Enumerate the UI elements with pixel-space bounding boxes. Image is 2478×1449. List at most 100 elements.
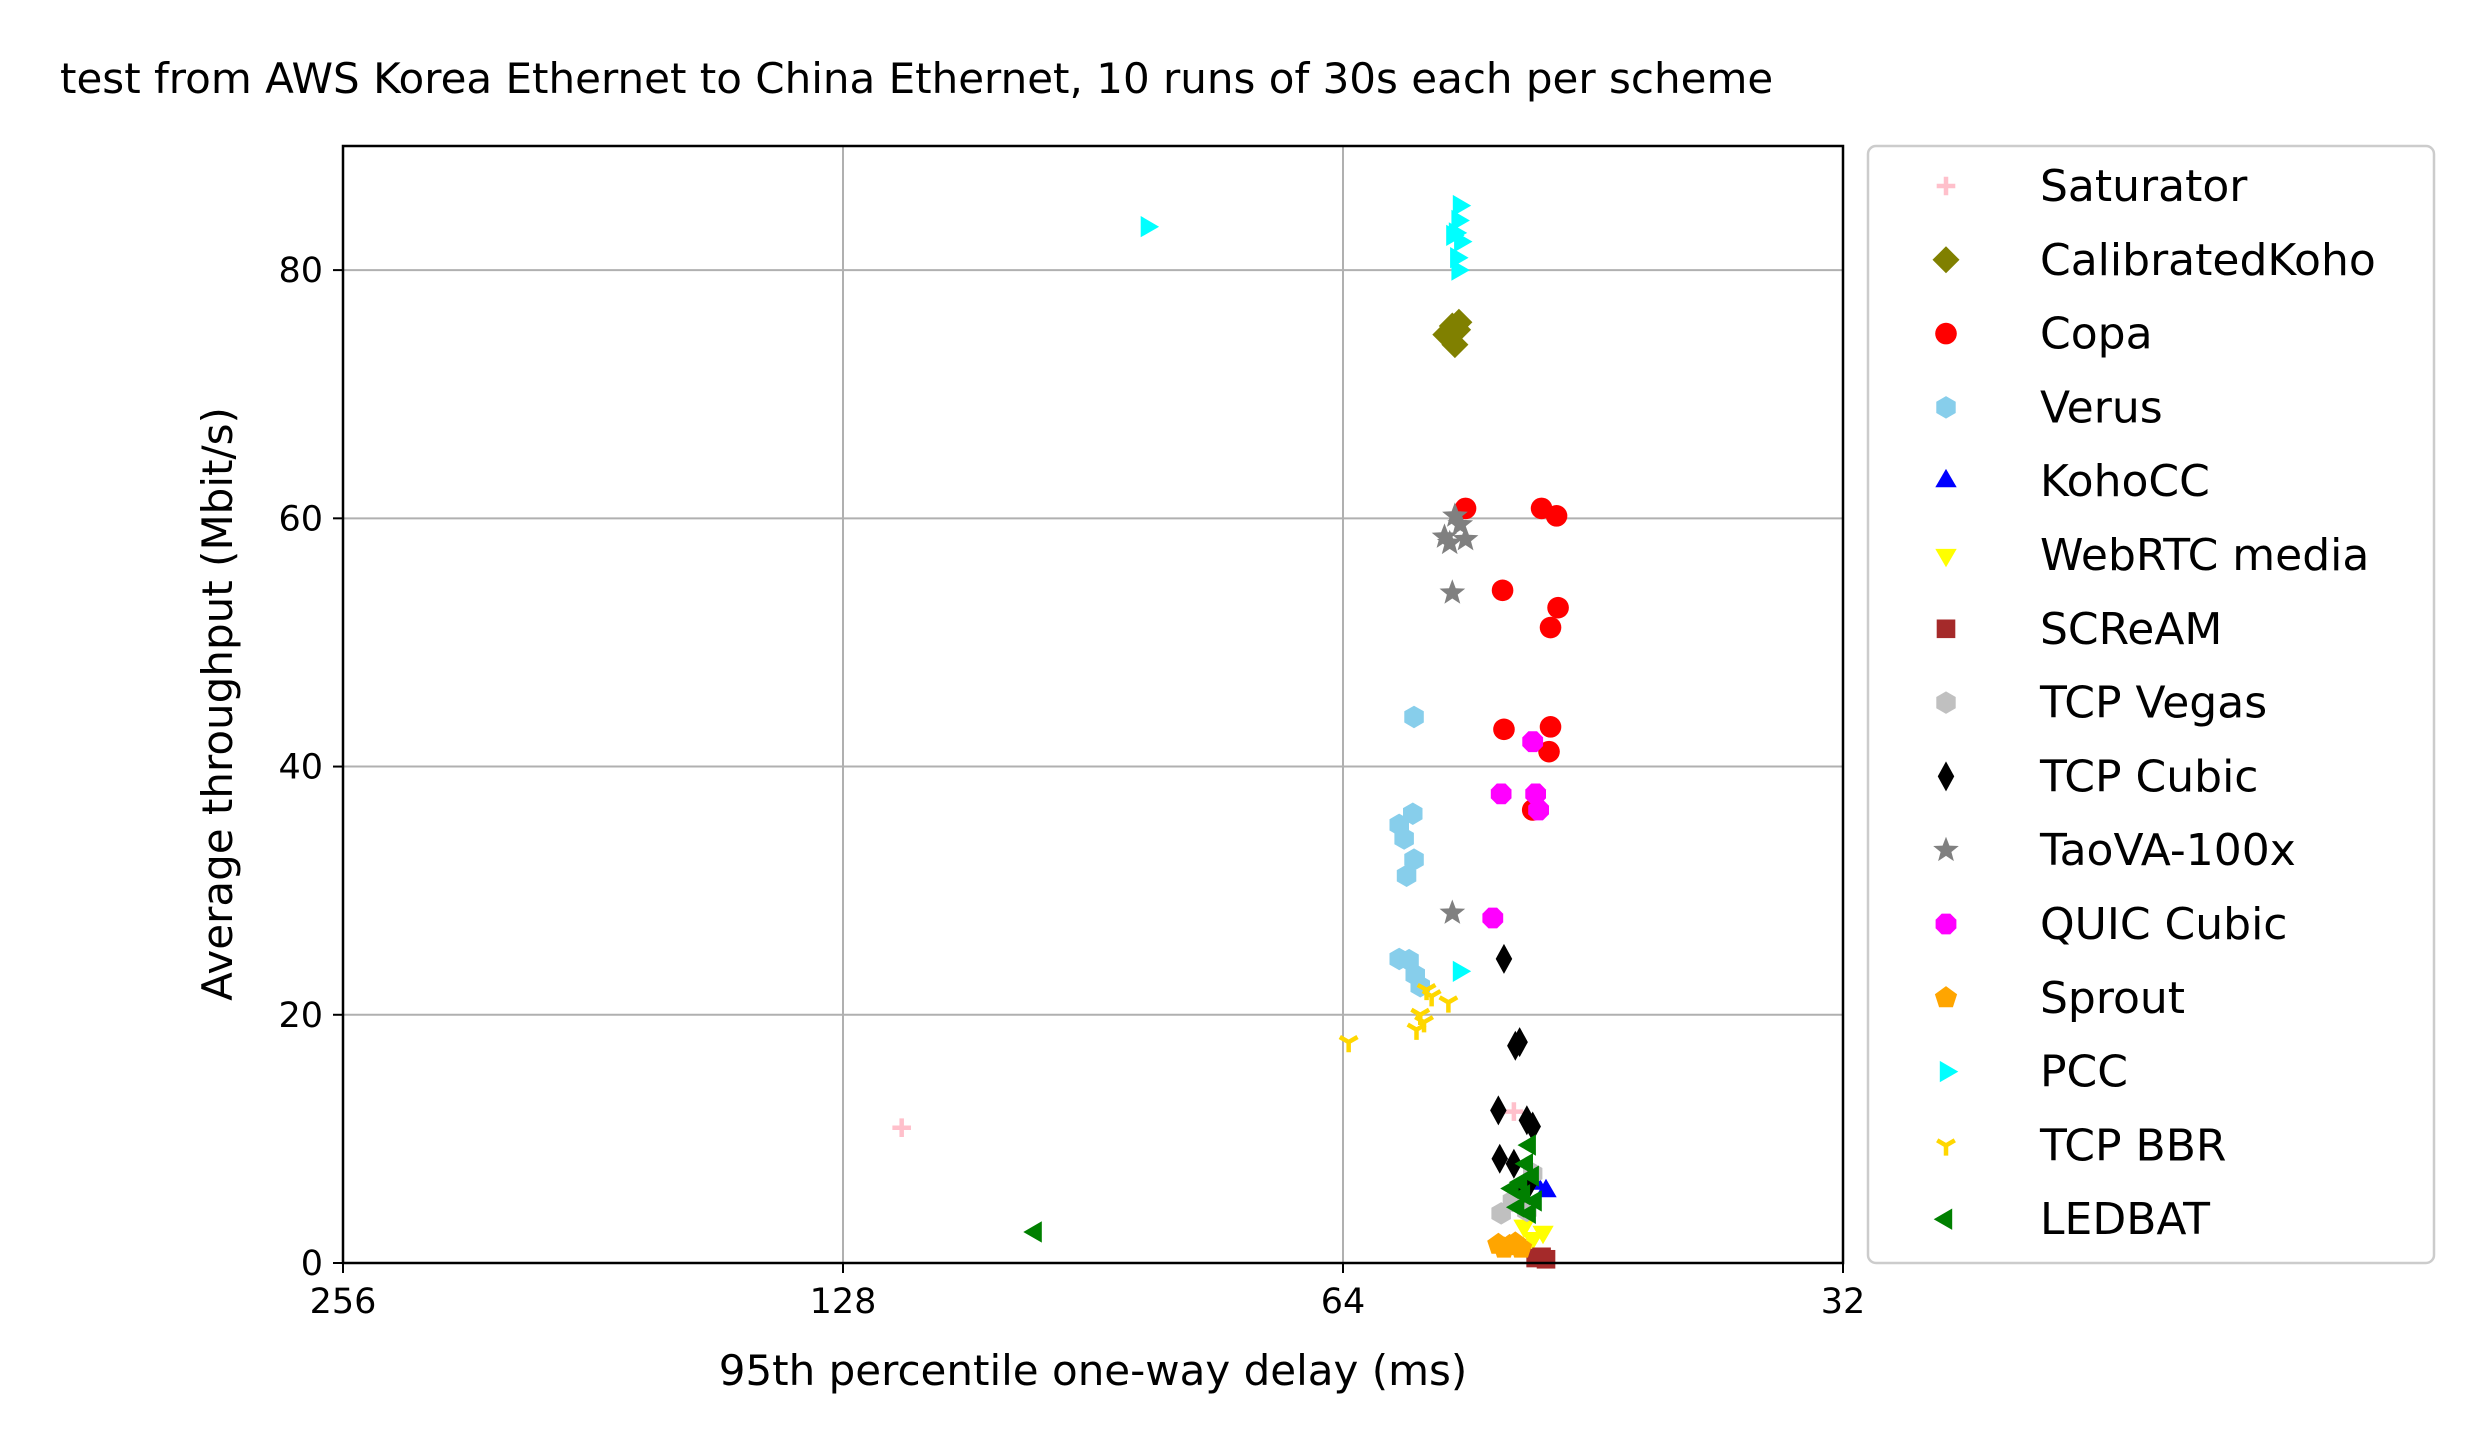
legend-marker-ledbat (1933, 1208, 1953, 1230)
point-tcp-bbr (1438, 995, 1459, 1013)
legend-marker-copa (1935, 322, 1957, 345)
point-tcp-cubic (1491, 1143, 1508, 1174)
point-pcc (1452, 960, 1472, 982)
legend-label-tcp-vegas: TCP Vegas (2039, 678, 2267, 729)
legend-label-taova-100x: TaoVA-100x (2039, 825, 2296, 876)
point-taova-100x (1431, 523, 1458, 548)
point-ledbat (1517, 1134, 1536, 1156)
legend-marker-verus (1936, 396, 1956, 419)
x-axis-label: 95th percentile one-way delay (ms) (719, 1346, 1468, 1395)
legend-label-quic-cubic: QUIC Cubic (2040, 899, 2287, 950)
legend-label-calibratedkoho: CalibratedKoho (2040, 235, 2376, 286)
point-ledbat (1520, 1165, 1539, 1187)
point-tcp-cubic (1524, 1111, 1541, 1142)
point-ledbat (1500, 1177, 1519, 1200)
x-tick-label: 32 (1821, 1282, 1866, 1322)
point-tcp-cubic (1511, 1027, 1528, 1058)
point-pcc (1451, 259, 1470, 281)
legend-label-saturator: Saturator (2040, 161, 2248, 212)
point-scream (1532, 1247, 1551, 1267)
legend-label-webrtc-media: WebRTC media (2040, 530, 2369, 581)
point-pcc (1451, 209, 1470, 232)
point-verus (1394, 827, 1414, 850)
point-tcp-bbr (1338, 1035, 1359, 1053)
point-copa (1539, 616, 1562, 639)
point-taova-100x (1452, 525, 1479, 551)
y-tick-label: 20 (278, 996, 323, 1036)
point-pcc (1452, 194, 1472, 217)
point-ledbat (1023, 1221, 1042, 1243)
data-points (892, 194, 1569, 1269)
point-taova-100x (1442, 502, 1468, 527)
point-copa (1538, 740, 1560, 763)
point-webrtc-media (1532, 1225, 1554, 1245)
legend-label-kohocc: KohoCC (2040, 456, 2210, 507)
point-verus (1403, 802, 1423, 825)
point-quic-cubic (1522, 731, 1544, 753)
legend-marker-tcp-bbr (1936, 1138, 1956, 1156)
point-verus (1396, 864, 1417, 887)
legend-label-verus: Verus (2040, 382, 2163, 433)
legend-marker-webrtc-media (1935, 548, 1957, 568)
point-copa (1539, 716, 1562, 738)
legend-marker-kohocc (1935, 468, 1957, 488)
point-quic-cubic (1528, 799, 1549, 821)
point-copa (1491, 579, 1514, 602)
y-tick-label: 60 (278, 499, 323, 539)
point-ledbat (1523, 1190, 1542, 1212)
point-ledbat (1517, 1202, 1536, 1224)
point-tcp-bbr (1414, 1015, 1435, 1033)
grid-lines (343, 146, 1843, 1263)
point-saturator (892, 1118, 911, 1138)
axis-ticks: 256 128 64 32 0 20 40 60 80 (278, 251, 1865, 1322)
point-tcp-bbr (1421, 989, 1442, 1007)
y-axis-label: Average throughput (Mbit/s) (193, 407, 242, 1001)
point-copa (1493, 718, 1515, 741)
legend-marker-tcp-vegas (1936, 691, 1956, 714)
legend-marker-tcp-cubic (1937, 761, 1955, 792)
point-calibratedkoho (1438, 312, 1466, 340)
y-tick-label: 40 (278, 748, 323, 788)
point-quic-cubic (1490, 783, 1512, 805)
legend-marker-quic-cubic (1935, 913, 1957, 935)
point-taova-100x (1439, 899, 1466, 924)
point-verus (1404, 705, 1424, 729)
x-tick-label: 256 (310, 1282, 377, 1322)
chart-title: test from AWS Korea Ethernet to China Et… (60, 54, 1773, 103)
y-tick-label: 80 (278, 251, 323, 291)
point-copa (1547, 596, 1569, 619)
point-verus (1404, 848, 1424, 871)
legend: Saturator CalibratedKoho Copa Verus KohoCC We… (1866, 144, 2436, 1265)
point-copa (1545, 505, 1568, 527)
legend-marker-scream (1936, 619, 1956, 639)
point-saturator (1504, 1102, 1524, 1121)
legend-label-tcp-bbr: TCP BBR (2039, 1120, 2226, 1171)
legend-label-ledbat: LEDBAT (2040, 1194, 2210, 1245)
point-sprout (1504, 1231, 1527, 1253)
point-tcp-cubic (1490, 1095, 1507, 1126)
y-tick-label: 0 (301, 1244, 323, 1284)
point-webrtc-media (1513, 1219, 1535, 1239)
plot-area-frame (341, 144, 1845, 1265)
x-tick-label: 64 (1321, 1282, 1366, 1322)
legend-marker-saturator (1936, 176, 1956, 196)
point-taova-100x (1439, 579, 1466, 604)
point-ledbat (1514, 1153, 1533, 1175)
legend-marker-sprout (1934, 986, 1958, 1008)
point-quic-cubic (1525, 783, 1546, 805)
point-tcp-cubic (1505, 1148, 1523, 1179)
legend-label-scream: SCReAM (2040, 604, 2222, 655)
legend-marker-pcc (1939, 1060, 1959, 1083)
legend-label-tcp-cubic: TCP Cubic (2039, 751, 2259, 802)
point-webrtc-media (1522, 1232, 1544, 1251)
legend-label-pcc: PCC (2040, 1047, 2128, 1098)
point-quic-cubic (1482, 907, 1504, 929)
legend-marker-taova-100x (1933, 836, 1959, 862)
point-pcc (1446, 224, 1465, 246)
legend-label-sprout: Sprout (2040, 973, 2185, 1024)
legend-box (1866, 144, 2436, 1265)
x-tick-label: 128 (810, 1282, 877, 1322)
legend-label-copa: Copa (2040, 309, 2153, 360)
legend-marker-calibratedkoho (1932, 246, 1960, 274)
